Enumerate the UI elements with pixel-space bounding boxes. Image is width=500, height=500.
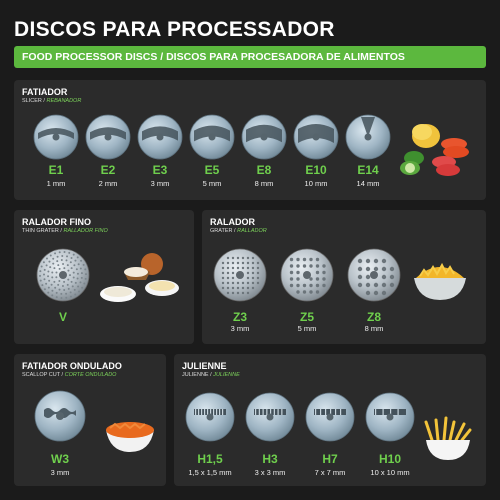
- grater-disc-z5: [280, 248, 334, 302]
- wavy-carrot-bowl-image: [106, 422, 154, 452]
- julienne-disc-h3: [245, 392, 295, 442]
- disc-code: E2: [100, 163, 116, 177]
- section-subtitle: SLICER / REBANADOR: [22, 98, 82, 104]
- disc-code: Z3: [232, 310, 247, 324]
- disc-code: E3: [152, 163, 168, 177]
- disc-size: 3 mm: [230, 324, 250, 333]
- sliced-vegetables-image: [400, 124, 469, 176]
- disc-size: 1,5 x 1,5 mm: [188, 468, 232, 477]
- section-subtitle: SCALLOP CUT / CORTE ONDULADO: [22, 372, 117, 378]
- thin-grater-disc-v: [36, 248, 90, 302]
- disc-size: 2 mm: [98, 179, 118, 188]
- slicer-disc-e10: [293, 114, 339, 160]
- section-subtitle: THIN GRATER / RALLADOR FINO: [22, 228, 108, 234]
- disc-code: E14: [357, 163, 379, 177]
- slicer-disc-e8: [241, 114, 287, 160]
- section-subtitle: GRATER / RALLADOR: [210, 228, 267, 234]
- disc-size: 1 mm: [46, 179, 66, 188]
- disc-size: 3 mm: [150, 179, 170, 188]
- disc-size: 8 mm: [254, 179, 274, 188]
- section-title: FATIADOR: [22, 87, 68, 97]
- disc-size: 5 mm: [202, 179, 222, 188]
- slicer-disc-e2: [85, 114, 131, 160]
- scallop-cut-disc-w3: [34, 390, 86, 442]
- disc-code: V: [58, 310, 67, 324]
- disc-size: 7 x 7 mm: [314, 468, 346, 477]
- page-title: DISCOS PARA PROCESSADOR: [14, 18, 335, 41]
- grater-disc-z8: [347, 248, 401, 302]
- french-fries-image: [424, 416, 472, 460]
- julienne-disc-h7: [305, 392, 355, 442]
- disc-size: 5 mm: [297, 324, 317, 333]
- slicer-disc-e14: [345, 114, 391, 160]
- disc-code: W3: [51, 452, 69, 466]
- disc-code: Z5: [299, 310, 314, 324]
- section-subtitle: JULIENNE / JULIENNE: [182, 372, 240, 378]
- slicer-disc-e3: [137, 114, 183, 160]
- subtitle-banner: FOOD PROCESSOR DISCS / DISCOS PARA PROCE…: [14, 46, 486, 68]
- section-title: RALADOR FINO: [22, 217, 91, 227]
- disc-size: 14 mm: [356, 179, 380, 188]
- section-title: JULIENNE: [182, 361, 227, 371]
- disc-code: H7: [322, 452, 338, 466]
- disc-code: E1: [48, 163, 64, 177]
- julienne-disc-h1-5: [185, 392, 235, 442]
- disc-code: Z8: [366, 310, 381, 324]
- slicer-disc-e5: [189, 114, 235, 160]
- section-title: RALADOR: [210, 217, 255, 227]
- disc-size: 8 mm: [364, 324, 384, 333]
- disc-size: 3 x 3 mm: [254, 468, 286, 477]
- disc-code: H1,5: [197, 452, 223, 466]
- grater-disc-z3: [213, 248, 267, 302]
- disc-code: E8: [256, 163, 272, 177]
- slicer-disc-e1: [33, 114, 79, 160]
- panel-fatiador-ondulado: FATIADOR ONDULADO SCALLOP CUT / CORTE ON…: [14, 354, 166, 486]
- grated-cheese-coconut-image: [100, 253, 179, 302]
- disc-size: 10 x 10 mm: [370, 468, 410, 477]
- disc-code: H10: [378, 452, 401, 466]
- disc-size: 3 mm: [50, 468, 70, 477]
- disc-size: 10 mm: [304, 179, 328, 188]
- julienne-disc-h10: [365, 392, 415, 442]
- disc-code: E10: [305, 163, 327, 177]
- disc-code: E5: [204, 163, 220, 177]
- grated-cheese-bowl-image: [414, 262, 466, 300]
- section-title: FATIADOR ONDULADO: [22, 361, 122, 371]
- disc-code: H3: [262, 452, 278, 466]
